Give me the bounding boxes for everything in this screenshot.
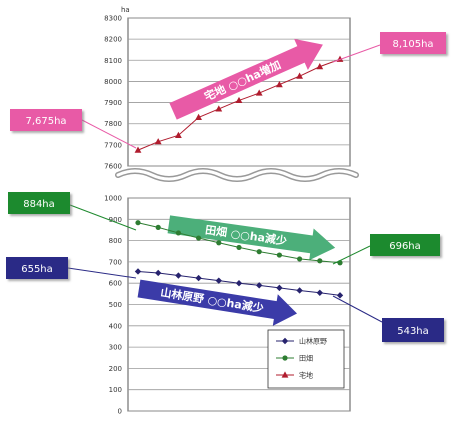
takuchi-data-point [296, 72, 303, 79]
tahata-start-box [8, 192, 70, 214]
sanrin-end-callout: 543ha [382, 318, 444, 342]
sanrin-start-callout: 655ha [6, 257, 68, 279]
takuchi-start-callout: 7,675ha [10, 109, 82, 131]
takuchi-data-point [316, 63, 324, 70]
sanrin-end-leader [332, 295, 383, 323]
upper-y-tick-label: 7900 [104, 99, 122, 107]
legend-label-takuchi: 宅地 [299, 371, 313, 380]
tahata-data-point [216, 240, 222, 246]
sanrin-data-point [175, 272, 182, 279]
legend-item-sanrin: 山林原野 [276, 337, 327, 346]
axis-break-wave-lower [116, 169, 358, 181]
tahata-data-point [236, 244, 242, 251]
upper-y-tick-label: 7700 [104, 141, 122, 149]
takuchi-start-leader [81, 119, 137, 149]
tahata-end-box [370, 234, 440, 256]
takuchi-data-point [195, 113, 202, 120]
tahata-data-point [155, 224, 161, 230]
tahata-end-leader [332, 245, 371, 265]
takuchi-data-point [255, 89, 263, 96]
legend-item-tahata: 田畑 [276, 355, 313, 363]
tahata-end-value: 696ha [389, 241, 421, 252]
lower-y-tick-label: 100 [109, 386, 122, 394]
takuchi-data-point [215, 105, 223, 112]
tahata-data-point [256, 249, 262, 255]
sanrin-data-point [316, 289, 323, 296]
takuchi-end-leader [332, 44, 381, 63]
tahata-start-callout: 884ha [8, 192, 70, 214]
tahata-data-point [276, 252, 282, 258]
sanrin-end-box [382, 318, 444, 342]
takuchi-end-callout: 8,105ha [380, 32, 446, 54]
upper-y-tick-label: 8100 [104, 57, 122, 65]
takuchi-data-point [154, 138, 162, 145]
sanrin-series [134, 268, 344, 299]
sanrin-arrow-shape [137, 279, 298, 326]
lower-y-tick-label: 500 [109, 301, 122, 309]
lower-y-tick-label: 700 [109, 258, 122, 266]
upper-y-tick-label: 7800 [104, 120, 122, 128]
axis-break [115, 168, 359, 182]
takuchi-data-point [175, 131, 182, 138]
upper-y-tick-label: 8000 [104, 78, 122, 86]
lower-y-tick-label: 300 [109, 344, 122, 352]
sanrin-data-point [215, 277, 222, 284]
upper-y-tick-label: 8200 [104, 36, 122, 44]
lower-y-tick-label: 600 [109, 280, 122, 288]
y-unit-label: ha [121, 6, 130, 14]
tahata-start-value: 884ha [23, 199, 55, 210]
sanrin-data-point [155, 269, 162, 277]
takuchi-start-box [10, 109, 82, 131]
lower-y-tick-label: 900 [109, 216, 122, 224]
sanrin-data-point [336, 292, 344, 299]
takuchi-end-box [380, 32, 446, 54]
legend-box [267, 329, 345, 389]
takuchi-arrow-shape [169, 38, 323, 120]
legend-marker-sanrin [281, 337, 289, 345]
sanrin-data-point [296, 287, 303, 294]
sanrin-start-value: 655ha [21, 264, 53, 275]
sanrin-data-point [256, 282, 263, 289]
legend-marker-tahata [282, 355, 288, 361]
sanrin-end-value: 543ha [397, 326, 429, 337]
legend-label-sanrin: 山林原野 [299, 337, 327, 346]
tahata-data-point [175, 230, 181, 236]
takuchi-end-value: 8,105ha [392, 39, 433, 50]
lower-y-tick-label: 800 [109, 237, 122, 245]
tahata-arrow-shape [167, 215, 336, 261]
takuchi-data-point [134, 146, 142, 153]
takuchi-series [134, 55, 344, 153]
tahata-data-point [196, 235, 202, 241]
lower-y-tick-labels: 0 100 200 300 400 500 600 700 800 900 1000 [104, 195, 122, 416]
sanrin-data-point [195, 274, 202, 282]
sanrin-data-point [134, 268, 142, 275]
tahata-data-point [135, 220, 141, 226]
upper-y-tick-label: 7600 [104, 163, 122, 171]
lower-y-tick-label: 1000 [104, 195, 122, 203]
sanrin-data-point [235, 280, 243, 287]
tahata-data-point [297, 256, 303, 262]
sanrin-start-box [6, 257, 68, 279]
upper-y-tick-labels: 7600 7700 7800 7900 8000 8100 8200 8300 [104, 15, 122, 171]
takuchi-data-point [235, 96, 243, 104]
series-layer [134, 55, 344, 299]
tahata-data-point [317, 258, 323, 264]
legend-marker-takuchi [281, 371, 289, 378]
takuchi-start-value: 7,675ha [25, 116, 66, 127]
lower-y-tick-label: 0 [118, 408, 122, 416]
legend-item-takuchi: 宅地 [276, 371, 313, 380]
upper-y-tick-label: 8300 [104, 15, 122, 23]
tahata-start-leader [69, 204, 137, 231]
lower-y-tick-label: 400 [109, 322, 122, 330]
sanrin-data-point [276, 284, 283, 292]
legend-label-tahata: 田畑 [299, 355, 313, 363]
callouts: 7,675ha 8,105ha 884ha 696ha 655ha [6, 32, 446, 342]
sanrin-start-leader [67, 267, 137, 279]
tahata-end-callout: 696ha [370, 234, 440, 256]
lower-y-tick-label: 200 [109, 365, 122, 373]
takuchi-data-point [276, 81, 283, 88]
